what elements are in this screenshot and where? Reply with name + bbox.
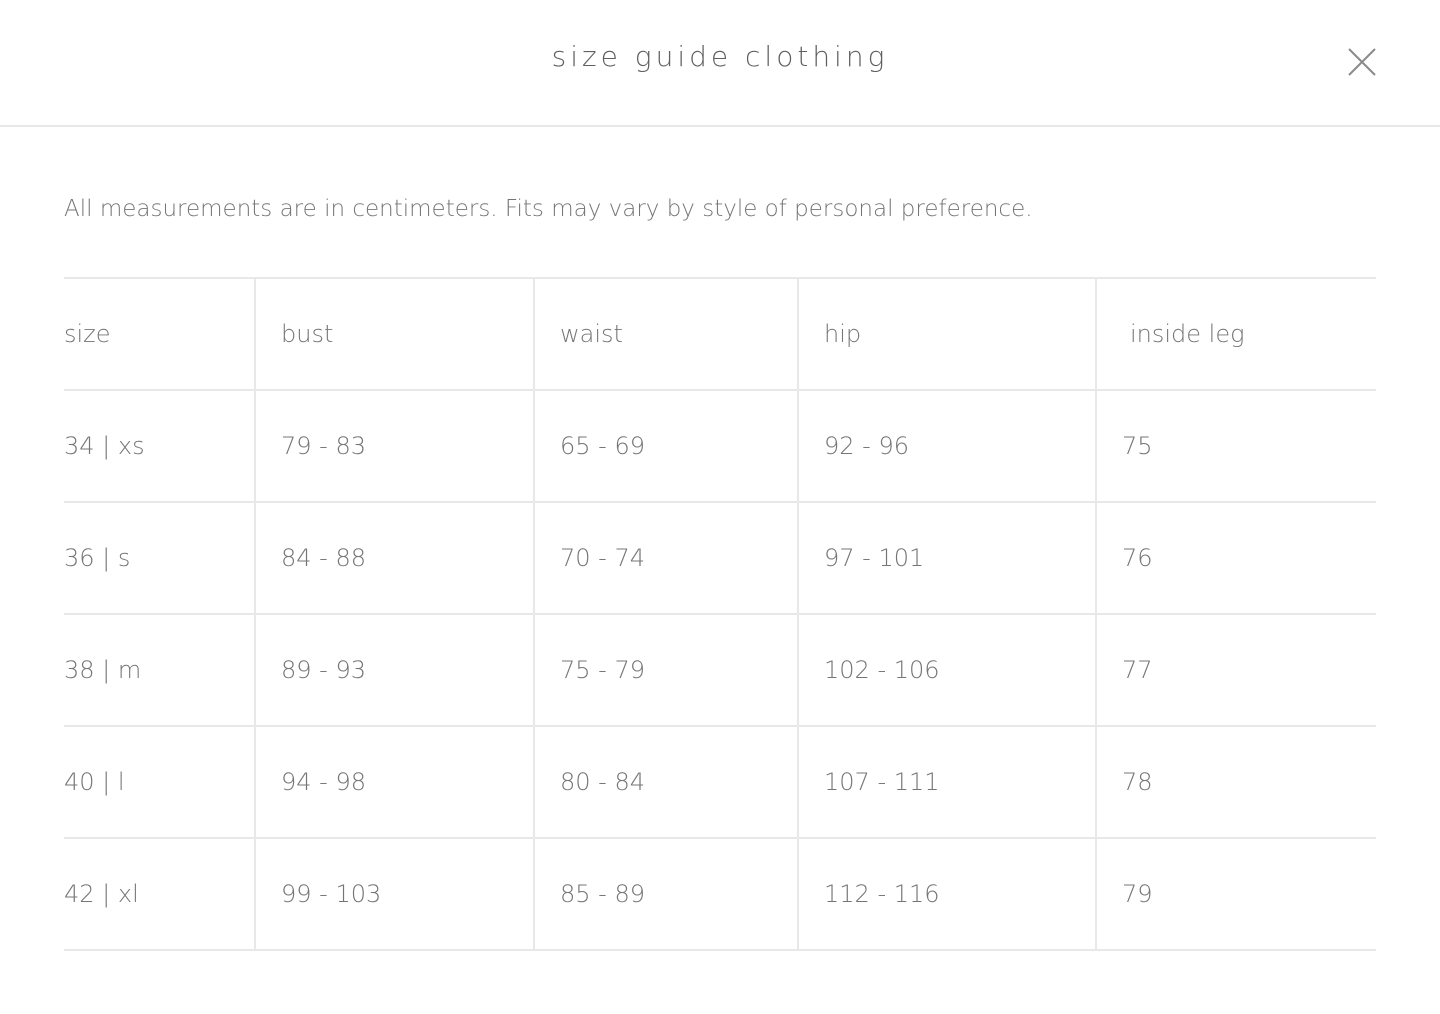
table-row: 38 | m 89 - 93 75 - 79 102 - 106 77 [64, 613, 1376, 727]
modal-title: size guide clothing [551, 40, 889, 73]
cell-inside-leg: 77 [1095, 613, 1376, 727]
table-row: 36 | s 84 - 88 70 - 74 97 - 101 76 [64, 501, 1376, 615]
cell-size: 42 | xl [64, 837, 255, 951]
cell-bust: 94 - 98 [254, 725, 534, 839]
table-header-row: size bust waist hip inside leg [64, 277, 1376, 391]
table-row: 42 | xl 99 - 103 85 - 89 112 - 116 79 [64, 837, 1376, 951]
cell-inside-leg: 79 [1095, 837, 1376, 951]
cell-bust: 84 - 88 [254, 501, 534, 615]
cell-bust: 99 - 103 [254, 837, 534, 951]
header-hip: hip [797, 277, 1096, 391]
cell-waist: 70 - 74 [533, 501, 798, 615]
close-button[interactable] [1346, 46, 1378, 78]
header-waist: waist [533, 277, 798, 391]
cell-waist: 80 - 84 [533, 725, 798, 839]
cell-inside-leg: 78 [1095, 725, 1376, 839]
cell-waist: 85 - 89 [533, 837, 798, 951]
cell-hip: 97 - 101 [797, 501, 1096, 615]
cell-bust: 89 - 93 [254, 613, 534, 727]
table-row: 40 | l 94 - 98 80 - 84 107 - 111 78 [64, 725, 1376, 839]
size-table: size bust waist hip inside leg 34 | xs 79… [64, 277, 1376, 951]
cell-size: 36 | s [64, 501, 255, 615]
cell-inside-leg: 76 [1095, 501, 1376, 615]
measurement-note: All measurements are in centimeters. Fit… [64, 196, 1033, 222]
cell-bust: 79 - 83 [254, 389, 534, 503]
cell-hip: 92 - 96 [797, 389, 1096, 503]
cell-hip: 102 - 106 [797, 613, 1096, 727]
header-inside-leg: inside leg [1095, 277, 1376, 391]
cell-hip: 107 - 111 [797, 725, 1096, 839]
cell-hip: 112 - 116 [797, 837, 1096, 951]
table-row: 34 | xs 79 - 83 65 - 69 92 - 96 75 [64, 389, 1376, 503]
cell-size: 40 | l [64, 725, 255, 839]
cell-waist: 75 - 79 [533, 613, 798, 727]
close-icon [1348, 48, 1376, 76]
cell-waist: 65 - 69 [533, 389, 798, 503]
cell-size: 38 | m [64, 613, 255, 727]
header-bust: bust [254, 277, 534, 391]
cell-inside-leg: 75 [1095, 389, 1376, 503]
header-size: size [64, 277, 255, 391]
cell-size: 34 | xs [64, 389, 255, 503]
modal-header: size guide clothing [0, 0, 1440, 127]
